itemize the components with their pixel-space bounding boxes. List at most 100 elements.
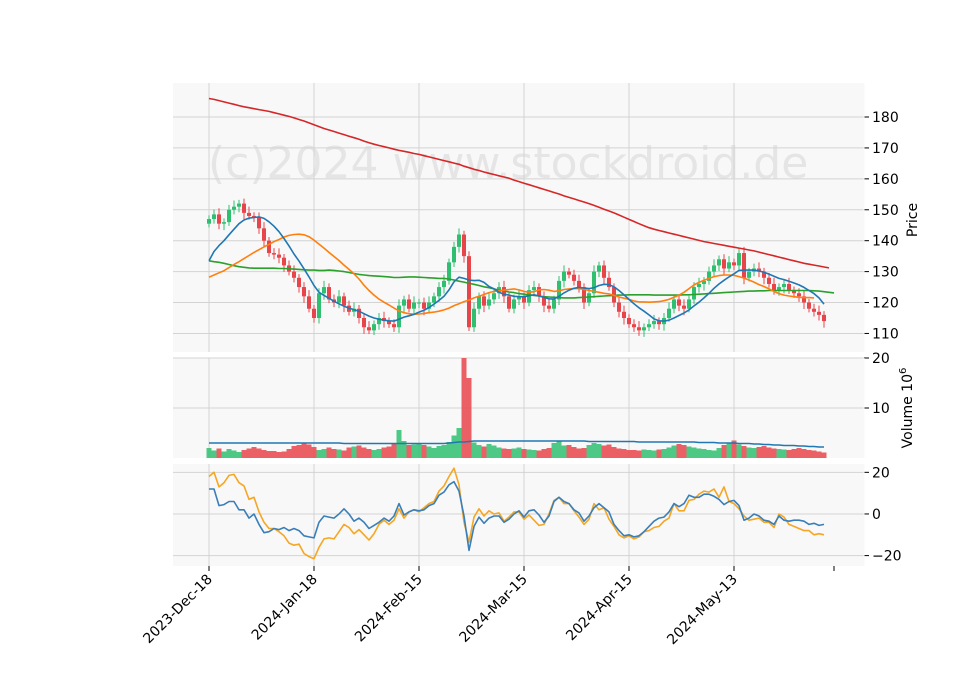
volume-bar xyxy=(771,448,777,458)
volume-bar xyxy=(536,450,542,458)
candle-body xyxy=(477,296,481,309)
candle-body xyxy=(402,299,406,306)
candle-body xyxy=(237,203,241,207)
volume-bar xyxy=(711,450,717,458)
candle-body xyxy=(657,321,661,325)
volume-bar xyxy=(726,442,732,458)
ma-mid-line xyxy=(208,233,815,316)
oscillator-y-tick-label: 20 xyxy=(872,465,890,481)
volume-bar xyxy=(766,447,772,458)
candle-body xyxy=(647,324,651,328)
volume-bar xyxy=(571,447,577,458)
price-y-tick-label: 110 xyxy=(872,326,899,342)
volume-bar xyxy=(581,448,587,458)
candle-body xyxy=(802,296,806,303)
volume-bar xyxy=(801,449,807,458)
volume-bar xyxy=(566,445,572,458)
volume-bar xyxy=(661,449,667,458)
volume-bar xyxy=(561,445,567,458)
candle-body xyxy=(217,214,221,224)
candle-body xyxy=(307,296,311,309)
candle-body xyxy=(262,228,266,241)
candle-body xyxy=(697,283,701,288)
price-y-tick-label: 170 xyxy=(872,141,899,157)
candle-body xyxy=(567,271,571,275)
x-tick-label: 2024-Feb-15 xyxy=(352,572,426,646)
candle-body xyxy=(517,296,521,300)
volume-bar xyxy=(761,446,767,458)
price-y-tick-label: 150 xyxy=(872,203,899,219)
volume-bar xyxy=(411,444,417,458)
volume-bar xyxy=(556,441,562,458)
volume-bar xyxy=(421,445,427,458)
volume-bar xyxy=(791,449,797,458)
candle-body xyxy=(642,327,646,331)
candle-body xyxy=(712,265,716,272)
candle-body xyxy=(257,217,261,229)
candle-body xyxy=(442,280,446,288)
candle-body xyxy=(447,262,451,281)
volume-bar xyxy=(301,443,307,458)
volume-bar xyxy=(381,447,387,458)
volume-bar xyxy=(601,445,607,458)
volume-bar xyxy=(286,449,292,458)
candle-body xyxy=(817,311,821,315)
x-tick-label: 2024-Apr-15 xyxy=(563,572,636,645)
candle-body xyxy=(367,327,371,331)
candle-body xyxy=(717,259,721,266)
volume-bar xyxy=(281,451,287,458)
volume-ma-line xyxy=(209,440,824,448)
volume-bar xyxy=(596,444,602,458)
volume-bar xyxy=(756,447,762,458)
volume-bar xyxy=(686,446,692,458)
volume-bar xyxy=(696,448,702,458)
candle-body xyxy=(807,302,811,309)
candle-body xyxy=(577,280,581,288)
volume-bar xyxy=(336,449,342,458)
candle-body xyxy=(312,308,316,318)
candle-body xyxy=(432,296,436,303)
candle-body xyxy=(457,234,461,247)
candle-body xyxy=(507,296,511,309)
candle-body xyxy=(787,283,791,291)
candle-body xyxy=(767,277,771,284)
volume-bar xyxy=(691,447,697,458)
volume-bar xyxy=(291,446,297,458)
candle-body xyxy=(407,299,411,309)
candle-body xyxy=(542,296,546,306)
volume-bar xyxy=(531,450,537,458)
volume-bar xyxy=(356,445,362,458)
volume-bar xyxy=(226,449,232,458)
volume-bar xyxy=(491,445,497,458)
volume-bar xyxy=(506,449,512,458)
volume-bar xyxy=(216,448,222,458)
candle-body xyxy=(547,305,551,309)
candle-body xyxy=(207,219,211,224)
candle-body xyxy=(337,296,341,303)
volume-bar xyxy=(526,449,532,458)
volume-bar xyxy=(461,358,467,458)
candle-body xyxy=(757,268,761,272)
volume-bar xyxy=(471,442,477,458)
oscillator-y-tick-label: −20 xyxy=(872,549,902,565)
volume-bar xyxy=(311,447,317,458)
watermark-text: (c)2024 www.stockdroid.de xyxy=(208,138,808,189)
candle-body xyxy=(392,324,396,328)
volume-bar xyxy=(351,446,357,458)
volume-bar xyxy=(631,450,637,458)
candle-body xyxy=(422,302,426,309)
volume-bar xyxy=(651,450,657,458)
candle-body xyxy=(552,299,556,309)
volume-bar xyxy=(716,448,722,458)
volume-bar xyxy=(541,449,547,458)
candle-body xyxy=(637,327,641,331)
volume-bar xyxy=(796,448,802,458)
volume-bar xyxy=(446,442,452,458)
candle-body xyxy=(762,271,766,278)
volume-bar xyxy=(251,447,257,458)
candle-body xyxy=(247,212,251,216)
candle-body xyxy=(317,293,321,318)
candle-body xyxy=(242,203,246,213)
volume-y-tick-label: 10 xyxy=(872,401,890,417)
oscillator-y-tick-label: 0 xyxy=(872,507,881,523)
